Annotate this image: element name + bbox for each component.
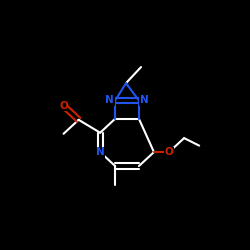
Text: N: N — [106, 96, 114, 106]
Text: O: O — [59, 101, 68, 111]
Text: O: O — [165, 147, 173, 157]
Text: N: N — [140, 96, 149, 106]
Text: N: N — [96, 147, 104, 157]
